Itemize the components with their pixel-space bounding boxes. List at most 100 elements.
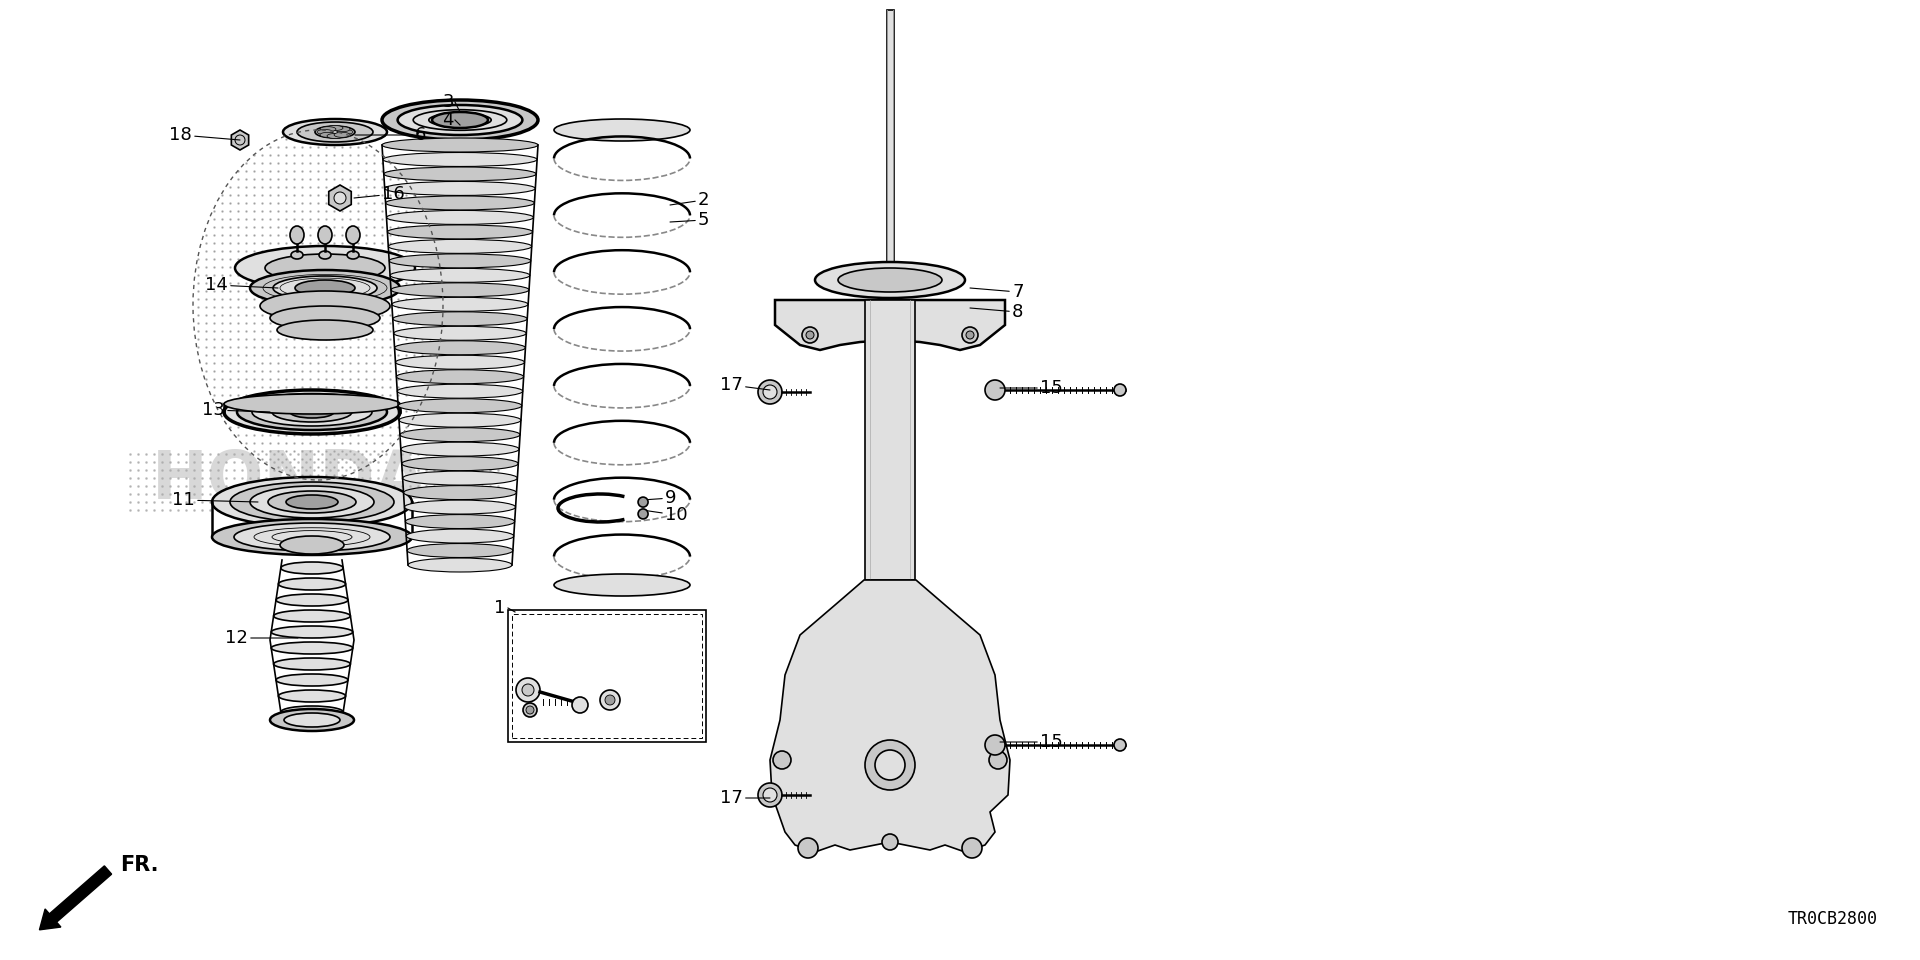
Text: 14: 14 bbox=[205, 276, 278, 294]
Polygon shape bbox=[230, 130, 250, 150]
Circle shape bbox=[572, 697, 588, 713]
Ellipse shape bbox=[280, 562, 344, 574]
Bar bbox=[866, 300, 916, 580]
Bar bbox=[887, 10, 895, 270]
Ellipse shape bbox=[282, 119, 388, 145]
Text: 17: 17 bbox=[720, 789, 770, 807]
Ellipse shape bbox=[401, 443, 518, 456]
Ellipse shape bbox=[319, 226, 332, 244]
Ellipse shape bbox=[390, 253, 530, 268]
Ellipse shape bbox=[405, 500, 516, 514]
Ellipse shape bbox=[397, 398, 522, 413]
Ellipse shape bbox=[271, 626, 353, 638]
Text: 10: 10 bbox=[641, 506, 687, 524]
Ellipse shape bbox=[386, 210, 534, 225]
Ellipse shape bbox=[265, 254, 386, 282]
Ellipse shape bbox=[334, 127, 349, 132]
Ellipse shape bbox=[382, 138, 538, 152]
Ellipse shape bbox=[225, 394, 399, 414]
Ellipse shape bbox=[315, 126, 355, 138]
Ellipse shape bbox=[280, 706, 344, 718]
Ellipse shape bbox=[384, 181, 536, 196]
Circle shape bbox=[599, 690, 620, 710]
Ellipse shape bbox=[384, 167, 536, 181]
Ellipse shape bbox=[399, 413, 520, 427]
Bar bbox=[513, 614, 703, 738]
Text: 6: 6 bbox=[355, 126, 426, 144]
Ellipse shape bbox=[225, 390, 399, 434]
Ellipse shape bbox=[348, 251, 359, 259]
Text: 2: 2 bbox=[670, 191, 710, 209]
Ellipse shape bbox=[346, 226, 361, 244]
Ellipse shape bbox=[211, 519, 413, 555]
Ellipse shape bbox=[271, 709, 353, 731]
Circle shape bbox=[885, 331, 895, 339]
Text: 13: 13 bbox=[202, 401, 271, 419]
Text: 1: 1 bbox=[493, 599, 505, 617]
Text: 18: 18 bbox=[169, 126, 240, 144]
Ellipse shape bbox=[250, 270, 399, 306]
Circle shape bbox=[762, 385, 778, 399]
Ellipse shape bbox=[396, 355, 524, 370]
Ellipse shape bbox=[382, 100, 538, 140]
Ellipse shape bbox=[407, 529, 515, 543]
Circle shape bbox=[526, 706, 534, 714]
Ellipse shape bbox=[259, 291, 390, 321]
Ellipse shape bbox=[319, 251, 330, 259]
Ellipse shape bbox=[290, 226, 303, 244]
Circle shape bbox=[962, 327, 977, 343]
Ellipse shape bbox=[837, 268, 943, 292]
Polygon shape bbox=[770, 580, 1010, 852]
Ellipse shape bbox=[236, 394, 388, 430]
Ellipse shape bbox=[394, 341, 526, 355]
Ellipse shape bbox=[403, 486, 516, 499]
Ellipse shape bbox=[326, 126, 344, 131]
Ellipse shape bbox=[397, 384, 522, 398]
Circle shape bbox=[1114, 739, 1125, 751]
Ellipse shape bbox=[298, 122, 372, 142]
Ellipse shape bbox=[278, 578, 346, 590]
Ellipse shape bbox=[392, 283, 530, 297]
Circle shape bbox=[637, 509, 649, 519]
Circle shape bbox=[516, 678, 540, 702]
Ellipse shape bbox=[276, 320, 372, 340]
Ellipse shape bbox=[250, 486, 374, 518]
Text: 5: 5 bbox=[670, 211, 710, 229]
Circle shape bbox=[989, 751, 1006, 769]
Ellipse shape bbox=[338, 130, 353, 134]
Text: 7: 7 bbox=[970, 283, 1023, 301]
Ellipse shape bbox=[555, 119, 689, 141]
Ellipse shape bbox=[392, 298, 528, 311]
Ellipse shape bbox=[407, 558, 513, 572]
Circle shape bbox=[866, 740, 916, 790]
Ellipse shape bbox=[269, 491, 355, 513]
Ellipse shape bbox=[407, 543, 513, 558]
Circle shape bbox=[758, 783, 781, 807]
Polygon shape bbox=[328, 185, 351, 211]
Ellipse shape bbox=[386, 196, 534, 210]
Ellipse shape bbox=[280, 536, 344, 554]
Circle shape bbox=[881, 834, 899, 850]
Ellipse shape bbox=[397, 105, 522, 135]
Ellipse shape bbox=[388, 239, 532, 253]
Text: 4: 4 bbox=[442, 111, 453, 129]
FancyArrow shape bbox=[40, 866, 111, 930]
Text: HONDA: HONDA bbox=[152, 447, 428, 513]
Ellipse shape bbox=[382, 153, 538, 166]
Circle shape bbox=[962, 838, 981, 858]
Circle shape bbox=[876, 750, 904, 780]
Circle shape bbox=[334, 192, 346, 204]
Ellipse shape bbox=[286, 495, 338, 509]
Ellipse shape bbox=[326, 133, 344, 138]
Circle shape bbox=[774, 751, 791, 769]
Circle shape bbox=[758, 380, 781, 404]
Ellipse shape bbox=[405, 515, 515, 529]
Ellipse shape bbox=[321, 127, 336, 132]
Ellipse shape bbox=[555, 574, 689, 596]
Ellipse shape bbox=[278, 690, 346, 702]
Ellipse shape bbox=[273, 276, 376, 300]
Circle shape bbox=[985, 380, 1004, 400]
Ellipse shape bbox=[388, 225, 532, 239]
Ellipse shape bbox=[321, 132, 336, 137]
Ellipse shape bbox=[396, 370, 524, 384]
